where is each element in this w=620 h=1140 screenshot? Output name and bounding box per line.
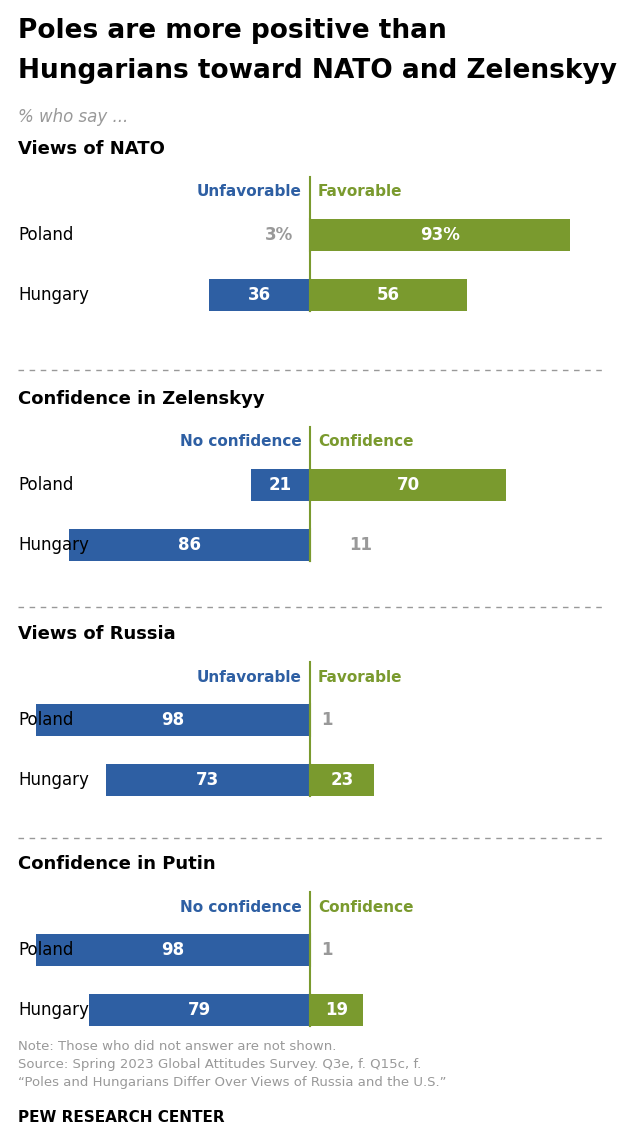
Bar <box>69 529 310 561</box>
Text: Confidence: Confidence <box>318 899 414 914</box>
Text: Hungary: Hungary <box>18 1001 89 1019</box>
Text: No confidence: No confidence <box>180 434 302 449</box>
Text: Confidence in Putin: Confidence in Putin <box>18 855 216 873</box>
Text: Unfavorable: Unfavorable <box>197 185 302 200</box>
Text: 56: 56 <box>377 286 400 304</box>
Text: Favorable: Favorable <box>318 185 402 200</box>
Text: Poland: Poland <box>18 477 73 494</box>
Text: 19: 19 <box>325 1001 348 1019</box>
Text: 23: 23 <box>330 771 354 789</box>
Bar <box>89 994 310 1026</box>
Text: 79: 79 <box>188 1001 211 1019</box>
Text: 11: 11 <box>349 536 372 554</box>
Text: Poles are more positive than: Poles are more positive than <box>18 18 447 44</box>
Text: Poland: Poland <box>18 940 73 959</box>
Text: Unfavorable: Unfavorable <box>197 669 302 684</box>
Bar <box>105 764 310 796</box>
Text: Note: Those who did not answer are not shown.
Source: Spring 2023 Global Attitud: Note: Those who did not answer are not s… <box>18 1040 446 1089</box>
Text: 1: 1 <box>321 711 332 728</box>
Bar <box>209 279 310 311</box>
Text: 73: 73 <box>196 771 219 789</box>
Text: 98: 98 <box>161 940 184 959</box>
Bar <box>35 934 310 966</box>
Bar <box>310 994 363 1026</box>
Text: Hungarians toward NATO and Zelenskyy: Hungarians toward NATO and Zelenskyy <box>18 58 617 84</box>
Text: Favorable: Favorable <box>318 669 402 684</box>
Text: Poland: Poland <box>18 711 73 728</box>
Text: PEW RESEARCH CENTER: PEW RESEARCH CENTER <box>18 1110 224 1125</box>
Bar <box>310 279 467 311</box>
Text: Hungary: Hungary <box>18 536 89 554</box>
Text: 1: 1 <box>321 940 332 959</box>
Bar <box>310 764 374 796</box>
Text: % who say ...: % who say ... <box>18 108 128 127</box>
Text: 93%: 93% <box>420 226 460 244</box>
Text: Views of Russia: Views of Russia <box>18 625 175 643</box>
Text: 98: 98 <box>161 711 184 728</box>
Text: 21: 21 <box>269 477 292 494</box>
Text: Views of NATO: Views of NATO <box>18 140 165 158</box>
Bar <box>310 469 506 500</box>
Text: Confidence in Zelenskyy: Confidence in Zelenskyy <box>18 390 265 408</box>
Text: 36: 36 <box>248 286 271 304</box>
Text: Hungary: Hungary <box>18 286 89 304</box>
Bar <box>251 469 310 500</box>
Bar <box>35 705 310 736</box>
Text: No confidence: No confidence <box>180 899 302 914</box>
Bar <box>310 219 570 251</box>
Text: Poland: Poland <box>18 226 73 244</box>
Text: 86: 86 <box>178 536 201 554</box>
Text: 3%: 3% <box>265 226 294 244</box>
Text: Hungary: Hungary <box>18 771 89 789</box>
Text: 70: 70 <box>396 477 420 494</box>
Text: Confidence: Confidence <box>318 434 414 449</box>
